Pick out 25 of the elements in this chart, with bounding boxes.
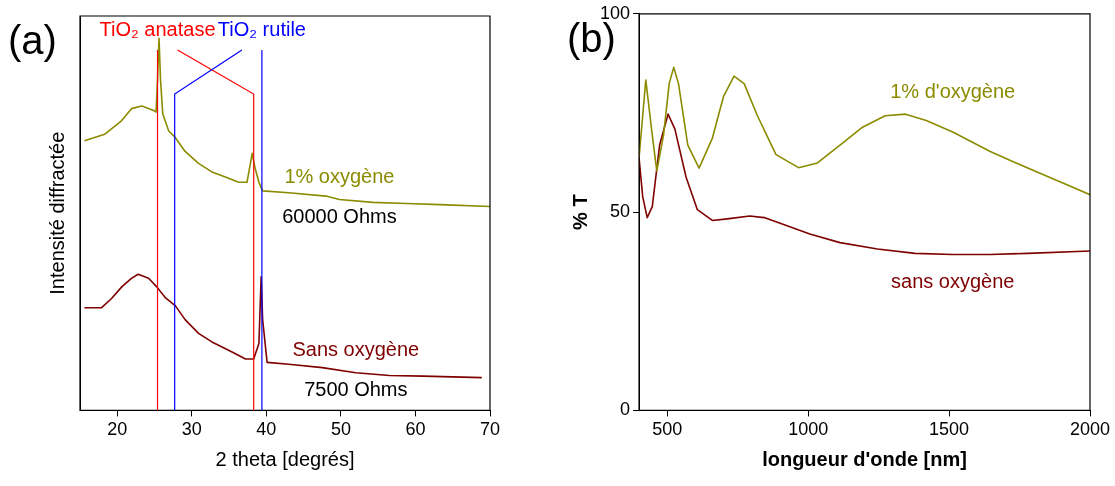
- series-label: sans oxygène: [891, 270, 1015, 293]
- series-label: 1% d'oxygène: [890, 79, 1016, 102]
- y-axis-title: Intensité diffractée: [45, 131, 68, 295]
- series-label: 1% oxygène: [284, 164, 395, 187]
- x-tick-label: 50: [330, 419, 351, 440]
- x-tick-label: 500: [652, 419, 683, 440]
- x-tick-label: 2000: [1069, 419, 1111, 440]
- x-axis-title: longueur d'onde [nm]: [762, 447, 967, 470]
- y-tick-label: 50: [610, 201, 631, 222]
- ref-line-label: TiO₂ rutile: [217, 18, 306, 40]
- ref-line-label: TiO₂ anatase: [99, 18, 216, 40]
- y-axis-title: % T: [568, 194, 591, 230]
- x-axis-title: 2 theta [degrés]: [215, 447, 355, 470]
- x-tick-label: 20: [107, 419, 128, 440]
- annotation: 60000 Ohms: [282, 204, 397, 227]
- x-tick-label: 1000: [788, 419, 829, 440]
- x-tick-label: 40: [256, 419, 277, 440]
- x-tick-label: 30: [181, 419, 202, 440]
- x-tick-label: 1500: [929, 419, 970, 440]
- series-label: Sans oxygène: [292, 338, 420, 361]
- annotation: 7500 Ohms: [304, 378, 408, 401]
- x-tick-label: 60: [405, 419, 426, 440]
- chart-title: (a): [8, 18, 57, 62]
- y-tick-label: 0: [620, 399, 631, 420]
- x-tick-label: 70: [479, 419, 501, 440]
